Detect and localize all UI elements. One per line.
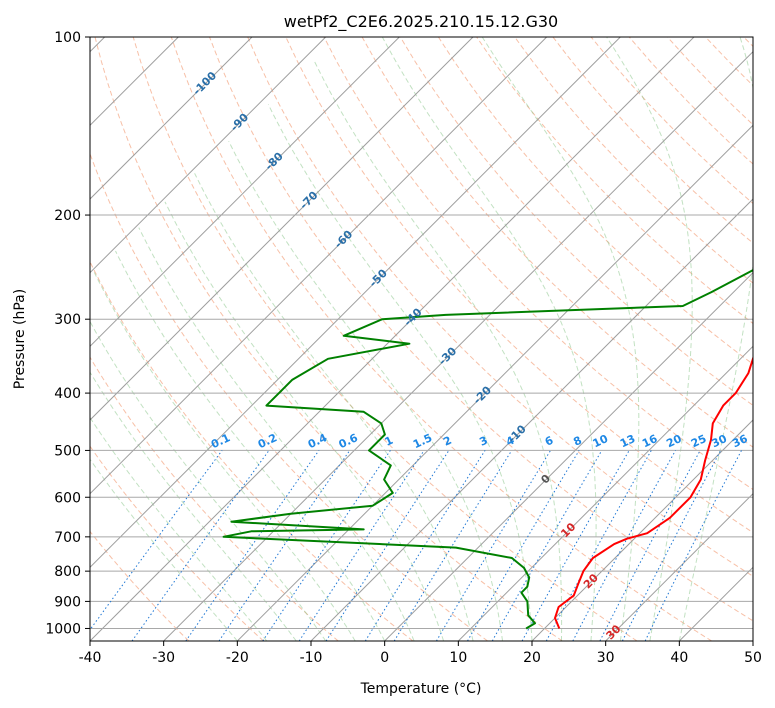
background-lines xyxy=(90,37,753,641)
isotherm-line xyxy=(90,37,253,200)
mixing-ratio-line xyxy=(572,450,676,641)
mixing-ratio-label: 13 xyxy=(618,432,637,450)
isotherm-line xyxy=(457,345,753,641)
mixing-ratio-label: 30 xyxy=(710,432,730,450)
plot-frame xyxy=(89,36,754,642)
dry-adiabat-line xyxy=(209,37,753,622)
isotherm-line xyxy=(90,37,400,348)
sounding-profiles xyxy=(222,268,753,630)
x-axis-title: Temperature (°C) xyxy=(360,681,482,697)
isotherm-line xyxy=(531,419,753,641)
x-tick-label: 50 xyxy=(744,650,762,666)
y-tick-label: 300 xyxy=(54,312,81,328)
mixing-ratio-line xyxy=(325,450,450,641)
y-tick-label: 200 xyxy=(54,208,81,224)
dry-adiabat-line xyxy=(247,37,753,577)
dewpoint-profile-line xyxy=(222,268,753,630)
mixing-ratio-line xyxy=(185,450,320,641)
y-tick-label: 500 xyxy=(54,443,81,459)
x-tick-label: 0 xyxy=(380,650,389,666)
mixing-ratio-line xyxy=(393,450,513,641)
moist-adiabat-line xyxy=(90,416,268,641)
y-tick-label: 600 xyxy=(54,490,81,506)
isotherm-line xyxy=(163,50,753,641)
mixing-ratio-line xyxy=(621,450,722,641)
x-tick-label: -20 xyxy=(226,650,249,666)
temperature-profile-line xyxy=(554,355,753,629)
moist-adiabat-line xyxy=(314,61,563,641)
isotherm-line xyxy=(90,37,474,421)
moist-adiabat-line xyxy=(678,37,753,641)
y-axis-title: Pressure (hPa) xyxy=(12,289,28,389)
moist-adiabat-line xyxy=(481,37,640,641)
y-tick-label: 800 xyxy=(54,564,81,580)
mixing-ratio-label: 36 xyxy=(730,432,750,450)
isotherm-line xyxy=(236,124,753,641)
isotherm-line xyxy=(310,198,753,641)
x-tick-label: -40 xyxy=(79,650,102,666)
mixing-ratio-label: 20 xyxy=(664,432,684,450)
dry-adiabat-line xyxy=(90,152,488,641)
mixing-ratio-line xyxy=(90,450,223,631)
isotherm-line xyxy=(90,37,695,641)
dry-adiabat-line xyxy=(90,356,339,641)
dry-adiabat-line xyxy=(399,37,753,407)
mixing-ratio-line xyxy=(644,450,742,641)
mixing-ratio-label: 10 xyxy=(591,432,611,450)
x-tick-label: 40 xyxy=(670,650,688,666)
x-tick-label: -30 xyxy=(152,650,175,666)
mixing-ratio-label: 25 xyxy=(689,432,708,450)
dry-adiabat-line xyxy=(90,445,264,641)
x-tick-label: 10 xyxy=(449,650,467,666)
dry-adiabat-line xyxy=(514,37,753,284)
moist-adiabat-line xyxy=(194,173,474,641)
axes: -40 -30 -20 -10 0 10 20 30 40 50 100 200 300 400 500 60… xyxy=(45,30,762,666)
isotherm-line xyxy=(384,271,753,641)
y-tick-label: 400 xyxy=(54,386,81,402)
isotherm-line xyxy=(605,492,753,641)
chart-title: wetPf2_C2E6.2025.210.15.12.G30 xyxy=(284,12,558,32)
dry-adiabat-line xyxy=(437,37,753,365)
dry-adiabat-line xyxy=(94,37,563,641)
mixing-ratio-label: 16 xyxy=(640,432,660,450)
y-tick-label: 1000 xyxy=(45,621,81,637)
dry-adiabat-line xyxy=(170,37,712,641)
mixing-ratio-line xyxy=(262,450,391,641)
mixing-ratio-line xyxy=(218,450,351,641)
dry-adiabat-line xyxy=(132,37,638,641)
mixing-ratio-line xyxy=(521,450,630,641)
mixing-ratio-line xyxy=(298,450,425,641)
x-tick-label: -10 xyxy=(300,650,323,666)
isotherm-line xyxy=(90,37,621,569)
x-tick-label: 20 xyxy=(523,650,541,666)
y-tick-label: 100 xyxy=(54,30,81,46)
isotherm-line xyxy=(90,37,327,274)
moist-adiabat-line xyxy=(90,458,238,641)
mixing-ratio-line xyxy=(131,450,270,641)
y-tick-label: 900 xyxy=(54,594,81,610)
dry-adiabat-line xyxy=(90,530,190,641)
x-tick-label: 30 xyxy=(597,650,615,666)
y-tick-label: 700 xyxy=(54,530,81,546)
dry-adiabat-line xyxy=(323,37,753,491)
moist-adiabat-line xyxy=(164,201,445,641)
moist-adiabat-line xyxy=(381,37,597,641)
moist-adiabat-line xyxy=(606,37,693,641)
moist-adiabat-line xyxy=(267,104,533,641)
isotherm-line xyxy=(90,37,548,495)
